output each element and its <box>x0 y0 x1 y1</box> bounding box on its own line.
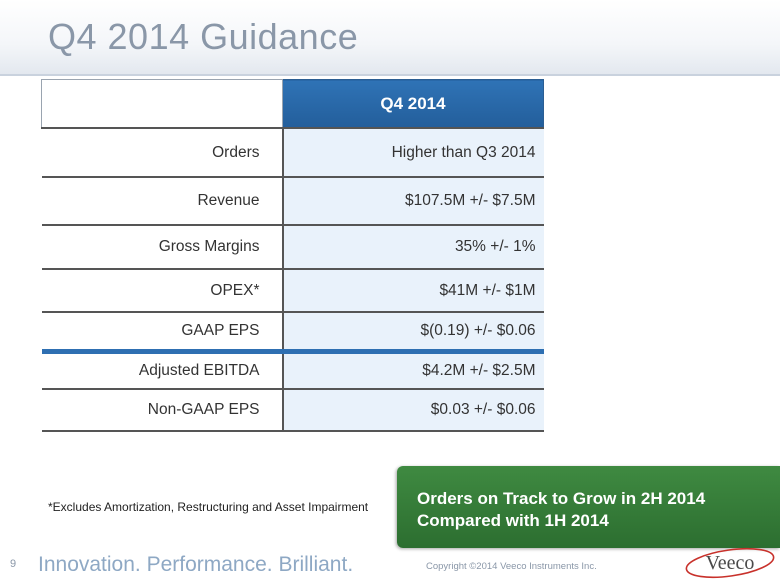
callout-line-2: Compared with 1H 2014 <box>417 511 609 530</box>
slide-title: Q4 2014 Guidance <box>48 16 359 57</box>
row-value-gross-margins: 35% +/- 1% <box>282 225 544 270</box>
copyright-notice: Copyright ©2014 Veeco Instruments Inc. <box>426 561 597 572</box>
page-number: 9 <box>10 558 17 570</box>
row-label-revenue: Revenue <box>41 177 284 226</box>
row-label-adjusted-ebitda: Adjusted EBITDA <box>41 351 284 390</box>
row-label-non-gaap-eps: Non-GAAP EPS <box>41 389 284 432</box>
tagline: Innovation. Performance. Brilliant. <box>38 553 354 576</box>
row-value-non-gaap-eps: $0.03 +/- $0.06 <box>282 389 544 432</box>
row-label-opex: OPEX* <box>41 269 284 313</box>
veeco-logo: Veeco <box>685 547 775 579</box>
guidance-table: Q4 2014 Orders Higher than Q3 2014 Reven… <box>41 79 544 432</box>
column-header-q4-2014: Q4 2014 <box>282 79 544 129</box>
row-value-gaap-eps: $(0.19) +/- $0.06 <box>282 312 544 354</box>
callout-box: Orders on Track to Grow in 2H 2014 Compa… <box>397 466 780 548</box>
table-row: OPEX* $41M +/- $1M <box>41 269 544 313</box>
table-row: Orders Higher than Q3 2014 <box>41 128 544 178</box>
footnote: *Excludes Amortization, Restructuring an… <box>48 500 369 514</box>
table-row: Gross Margins 35% +/- 1% <box>41 225 544 270</box>
logo-wordmark: Veeco <box>706 552 755 574</box>
row-value-adjusted-ebitda: $4.2M +/- $2.5M <box>282 351 544 390</box>
row-value-opex: $41M +/- $1M <box>282 269 544 313</box>
table-row: Revenue $107.5M +/- $7.5M <box>41 177 544 226</box>
table-header-row: Q4 2014 <box>41 79 544 129</box>
header-divider <box>0 74 780 76</box>
row-value-revenue: $107.5M +/- $7.5M <box>282 177 544 226</box>
table-corner-cell <box>41 79 283 129</box>
row-value-orders: Higher than Q3 2014 <box>282 128 544 178</box>
table-row: Adjusted EBITDA $4.2M +/- $2.5M <box>41 351 544 390</box>
callout-line-1: Orders on Track to Grow in 2H 2014 <box>417 489 706 508</box>
callout-text: Orders on Track to Grow in 2H 2014 Compa… <box>417 488 705 532</box>
table-row: Non-GAAP EPS $0.03 +/- $0.06 <box>41 389 544 432</box>
table-row: GAAP EPS $(0.19) +/- $0.06 <box>41 312 544 354</box>
logo-swoosh <box>685 547 775 579</box>
slide-header <box>0 0 780 74</box>
row-label-gross-margins: Gross Margins <box>41 225 284 270</box>
row-label-orders: Orders <box>41 128 284 178</box>
row-label-gaap-eps: GAAP EPS <box>41 312 284 354</box>
